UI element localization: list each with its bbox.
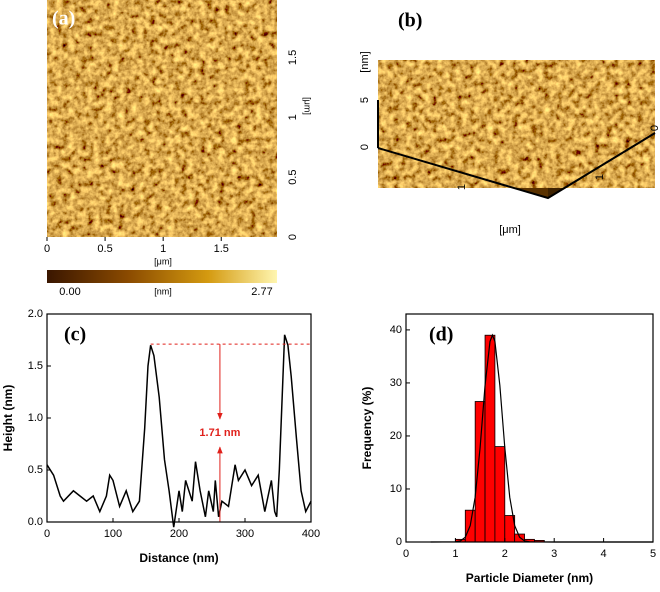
x-tick-label: 1.5	[214, 243, 229, 255]
x-tick-label: 1	[456, 184, 468, 190]
colorbar-label: [nm]	[154, 286, 172, 296]
x-tick-label: 0	[403, 548, 409, 560]
x-tick-label: 0	[44, 243, 50, 255]
y-tick-label: 0	[396, 536, 402, 548]
x-tick-label: 1	[160, 243, 166, 255]
x-tick-label: 400	[302, 528, 320, 540]
x-tick-label: 300	[236, 528, 254, 540]
panel-label: (c)	[64, 324, 86, 346]
x-tick-label: 2	[502, 548, 508, 560]
x-tick-label: 4	[601, 548, 607, 560]
y-tick-label: 1.5	[28, 360, 43, 372]
panel-label: (d)	[429, 324, 453, 346]
x-tick-label: 200	[170, 528, 188, 540]
fit-curve	[430, 333, 653, 543]
y-axis-label: Frequency (%)	[360, 387, 374, 470]
y-tick-label: 0	[287, 234, 299, 240]
x-tick-label: 5	[650, 548, 656, 560]
y-tick-label: 0	[649, 125, 660, 131]
x-tick-label: 100	[104, 528, 122, 540]
bar	[474, 401, 486, 543]
y-tick-label: 1	[287, 114, 299, 120]
y-tick-label: 0.0	[28, 516, 43, 528]
y-tick-label: 0.5	[28, 464, 43, 476]
colorbar	[47, 270, 277, 283]
panel-label: (a)	[52, 8, 75, 30]
y-tick-label: 0.5	[287, 170, 299, 185]
z-tick-label: 5	[359, 97, 371, 103]
x-tick-label: 0.5	[97, 243, 112, 255]
colorbar-tick-label: 2.77	[251, 286, 272, 298]
y-tick-label: 10	[390, 483, 402, 495]
annotation: 1.71 nm	[199, 427, 240, 439]
surface-wall	[548, 125, 655, 198]
x-axis-label: Distance (nm)	[139, 551, 218, 565]
y-tick-label: 2.0	[28, 308, 43, 320]
x-tick-label: 1	[452, 548, 458, 560]
x-tick-label: 3	[551, 548, 557, 560]
bar	[484, 334, 496, 543]
y-axis-label: Height (nm)	[1, 385, 15, 452]
y-tick-label: 1.5	[287, 50, 299, 65]
y-tick-label: 20	[390, 430, 402, 442]
line	[46, 334, 312, 528]
panel-label: (b)	[398, 10, 422, 32]
y-tick-label: 1.0	[28, 412, 43, 424]
bar	[494, 446, 506, 543]
x-axis-label: [μm]	[499, 224, 521, 236]
y-axis-label: [μm]	[303, 97, 313, 115]
z-axis-label: [nm]	[359, 51, 371, 72]
x-axis-label: [μm]	[154, 256, 172, 266]
colorbar-tick-label: 0.00	[59, 286, 80, 298]
afm-image	[47, 0, 277, 237]
plot-frame	[405, 313, 654, 543]
axis	[377, 132, 656, 200]
x-tick-label: 0	[44, 528, 50, 540]
surface	[378, 60, 655, 188]
y-tick-label: 40	[390, 324, 402, 336]
surface-wall	[378, 118, 548, 198]
z-tick-label: 0	[359, 144, 371, 150]
y-tick-label: 1	[594, 174, 606, 180]
y-tick-label: 30	[390, 377, 402, 389]
x-axis-label: Particle Diameter (nm)	[466, 571, 593, 585]
